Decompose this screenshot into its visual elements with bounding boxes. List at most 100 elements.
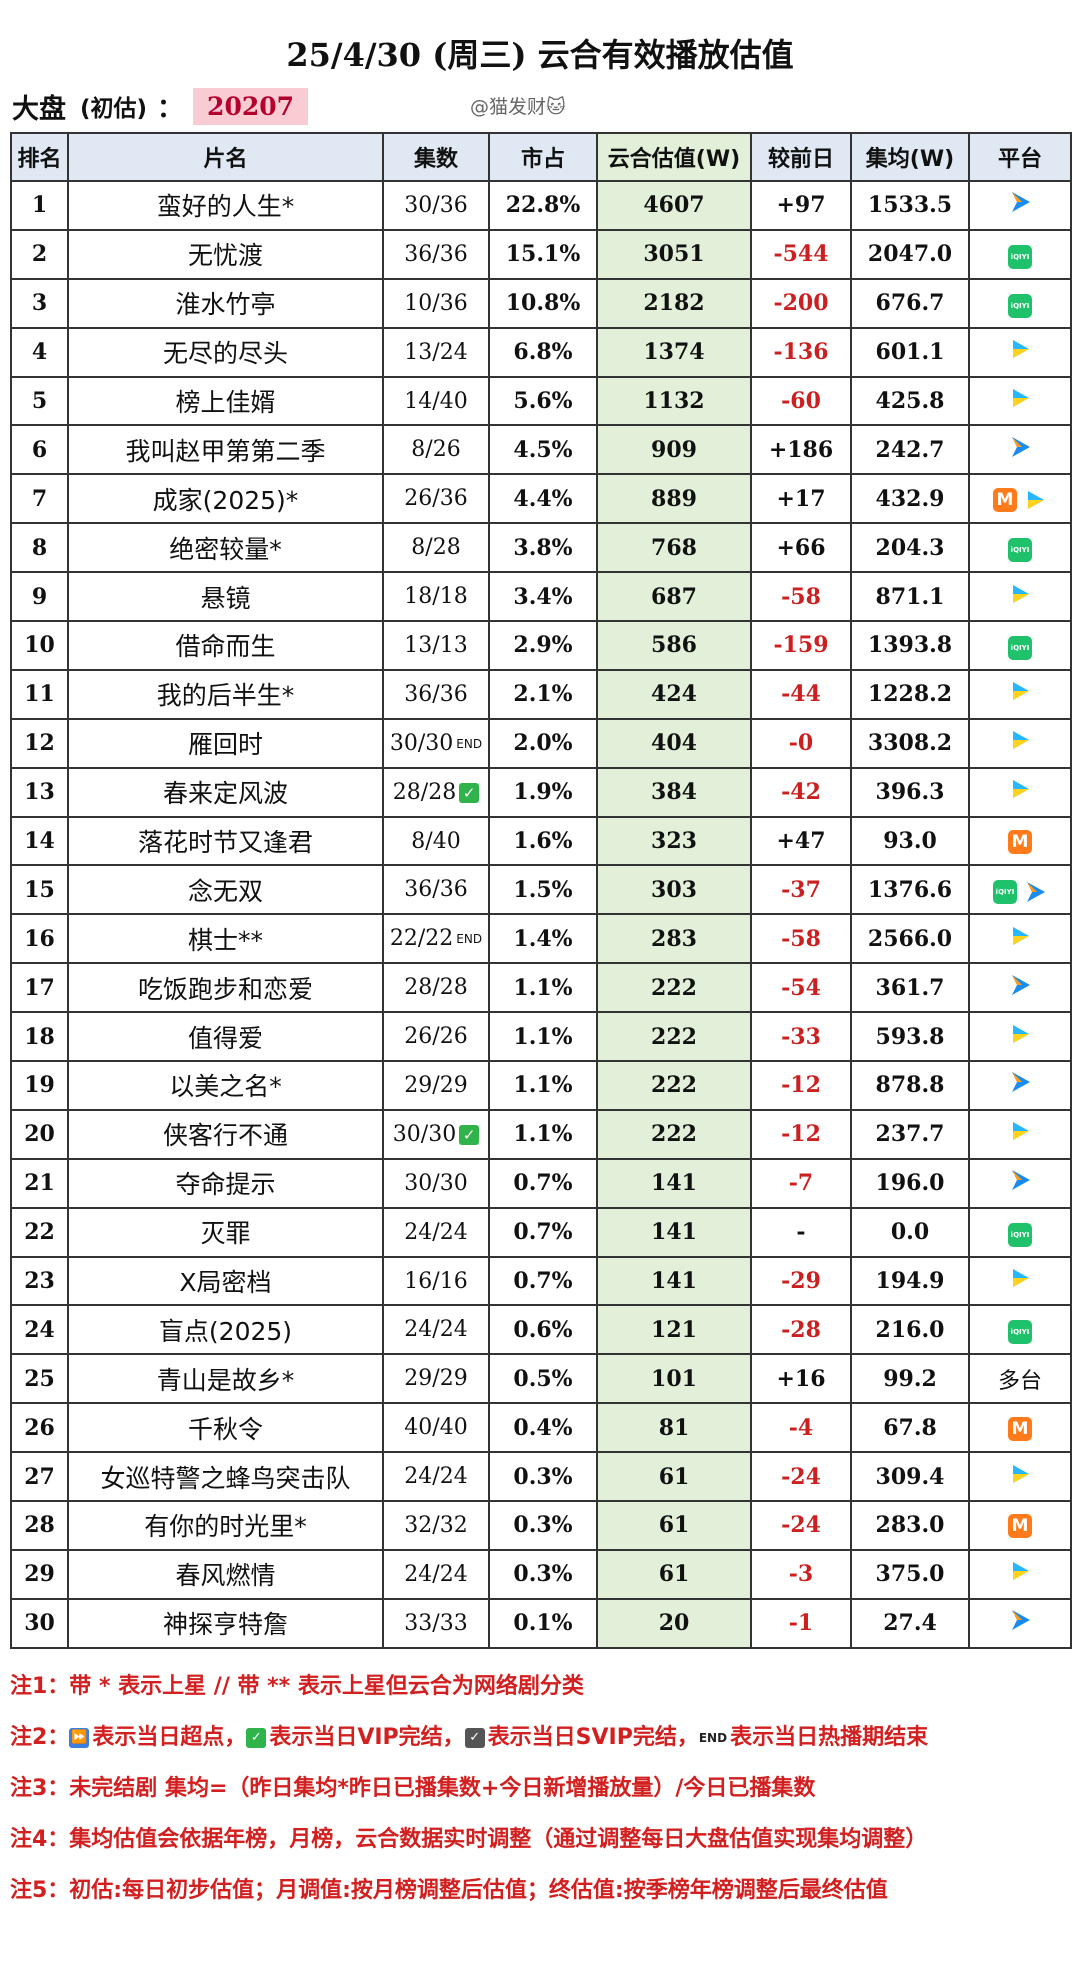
episodes-value: 24/24 <box>404 1317 468 1343</box>
average-cell: 3308.2 <box>850 717 970 769</box>
episodes-value: 29/29 <box>404 1366 468 1392</box>
platform-cell <box>968 180 1072 231</box>
platform-icons: M <box>993 487 1047 512</box>
delta-cell: -4 <box>750 1402 852 1454</box>
delta-cell: -28 <box>750 1304 852 1356</box>
table-row: 1 蛮好的人生* 30/36 22.8% 4607 +97 1533.5 <box>10 180 1072 231</box>
average-cell: 871.1 <box>850 571 970 623</box>
tencent-video-icon <box>1012 1072 1030 1093</box>
rank-cell: 29 <box>10 1548 69 1600</box>
episodes-cell: 29/29 <box>382 1353 490 1405</box>
episodes-cell: 18/18 <box>382 571 490 623</box>
header-platform: 平台 <box>968 132 1072 182</box>
episodes-value: 8/28 <box>411 535 461 561</box>
iqiyi-icon: iQIYI <box>1008 293 1032 318</box>
episodes-value: 28/28 <box>404 975 468 1001</box>
estimate-cell: 424 <box>596 668 752 720</box>
table-row: 4 无尽的尽头 13/24 6.8% 1374 -136 601.1 <box>10 326 1072 378</box>
delta-cell: -58 <box>750 913 852 965</box>
table-row: 2 无忧渡 36/36 15.1% 3051 -544 2047.0 iQIYI <box>10 228 1072 280</box>
platform-icons <box>1008 679 1032 703</box>
delta-cell: -1 <box>750 1597 852 1649</box>
episodes-cell: 10/36 <box>382 277 490 329</box>
episodes-value: 24/24 <box>404 1464 468 1490</box>
episodes-value: 16/16 <box>404 1268 468 1294</box>
estimate-cell: 1132 <box>596 375 752 427</box>
check-green-icon: ✓ <box>459 1124 480 1145</box>
episodes-value: 18/18 <box>404 584 468 610</box>
end-arrow-icon: END <box>698 1730 728 1745</box>
rank-cell: 14 <box>10 815 69 867</box>
share-cell: 1.6% <box>488 815 598 867</box>
episodes-value: 29/29 <box>404 1072 468 1098</box>
estimate-cell: 3051 <box>596 228 752 280</box>
delta-cell: -544 <box>750 228 852 280</box>
episodes-value: 26/36 <box>404 486 468 512</box>
table-row: 24 盲点(2025) 24/24 0.6% 121 -28 216.0 iQIYI <box>10 1304 1072 1356</box>
episodes-cell: 24/24 <box>382 1206 490 1258</box>
estimate-cell: 404 <box>596 717 752 769</box>
estimate-cell: 222 <box>596 1108 752 1160</box>
note-2-part-d: 表示当日热播期结束 <box>730 1724 929 1750</box>
episodes-value: 24/24 <box>404 1561 468 1587</box>
check-gray-icon: ✓ <box>464 1727 485 1748</box>
delta-cell: -136 <box>750 326 852 378</box>
check-green-icon: ✓ <box>459 782 480 803</box>
table-row: 8 绝密较量* 8/28 3.8% 768 +66 204.3 iQIYI <box>10 522 1072 574</box>
table-row: 14 落花时节又逢君 8/40 1.6% 323 +47 93.0 M <box>10 815 1072 867</box>
delta-cell: -0 <box>750 717 852 769</box>
youku-icon <box>1013 340 1029 359</box>
platform-icons <box>1008 337 1032 361</box>
platform-cell <box>968 326 1072 378</box>
title-cell: 以美之名* <box>67 1060 384 1111</box>
episodes-cell: 30/30 <box>382 1157 490 1209</box>
episodes-cell: 14/40 <box>382 375 490 427</box>
platform-icons <box>1008 728 1032 752</box>
platform-cell <box>968 424 1072 476</box>
delta-cell: -24 <box>750 1451 852 1503</box>
rank-cell: 8 <box>10 522 69 574</box>
table-row: 25 青山是故乡* 29/29 0.5% 101 +16 99.2 多台 <box>10 1353 1072 1405</box>
rank-cell: 19 <box>10 1060 69 1111</box>
rank-cell: 30 <box>10 1597 69 1649</box>
note-4: 注4：集均估值会依据年榜，月榜，云合数据实时调整（通过调整每日大盘估值实现集均调… <box>10 1826 928 1852</box>
multi-platform-label: 多台 <box>997 1368 1042 1394</box>
episodes-value: 30/36 <box>404 192 468 218</box>
episodes-cell: 24/24 <box>382 1548 490 1600</box>
average-cell: 593.8 <box>850 1011 970 1063</box>
title-cell: 念无双 <box>67 864 384 916</box>
share-cell: 0.7% <box>488 1157 598 1209</box>
rank-cell: 12 <box>10 717 69 769</box>
table-row: 17 吃饭跑步和恋爱 28/28 1.1% 222 -54 361.7 <box>10 962 1072 1014</box>
rank-cell: 16 <box>10 913 69 965</box>
header-average: 集均(W) <box>850 132 970 182</box>
episodes-value: 13/24 <box>404 339 468 365</box>
estimate-cell: 61 <box>596 1548 752 1600</box>
iqiyi-icon: iQIYI <box>1008 244 1032 269</box>
delta-cell: -159 <box>750 620 852 671</box>
episodes-value: 30/30 <box>389 730 454 756</box>
average-cell: 237.7 <box>850 1108 970 1160</box>
average-cell: 204.3 <box>850 522 970 574</box>
title-cell: 灭罪 <box>67 1206 384 1258</box>
summary-total-value: 20207 <box>193 87 309 125</box>
title-cell: 蛮好的人生* <box>67 180 384 231</box>
estimate-cell: 141 <box>596 1255 752 1307</box>
episodes-value: 30/30 <box>404 1170 468 1196</box>
delta-cell: -12 <box>750 1060 852 1111</box>
episodes-value: 14/40 <box>404 388 468 414</box>
iqiyi-icon: iQIYI <box>1008 635 1032 660</box>
table-row: 16 棋士** 22/22 END 1.4% 283 -58 2566.0 <box>10 913 1072 965</box>
episodes-cell: 36/36 <box>382 228 490 280</box>
share-cell: 1.4% <box>488 913 598 965</box>
author-watermark: @猫发财🐱 <box>470 96 566 118</box>
delta-cell: -54 <box>750 962 852 1014</box>
platform-cell <box>968 1548 1072 1600</box>
average-cell: 196.0 <box>850 1157 970 1209</box>
platform-cell: M <box>968 1402 1072 1454</box>
platform-icons: iQIYI <box>1008 538 1032 563</box>
platform-cell: iQIYI <box>968 228 1072 280</box>
delta-cell: -7 <box>750 1157 852 1209</box>
note-3: 注3：未完结剧 集均=（昨日集均*昨日已播集数+今日新增播放量）/今日已播集数 <box>10 1775 816 1801</box>
notes-section: 注1：带 * 表示上星 // 带 ** 表示上星但云合为网络剧分类 注2： ⏩ 表示… <box>10 1661 1070 1916</box>
